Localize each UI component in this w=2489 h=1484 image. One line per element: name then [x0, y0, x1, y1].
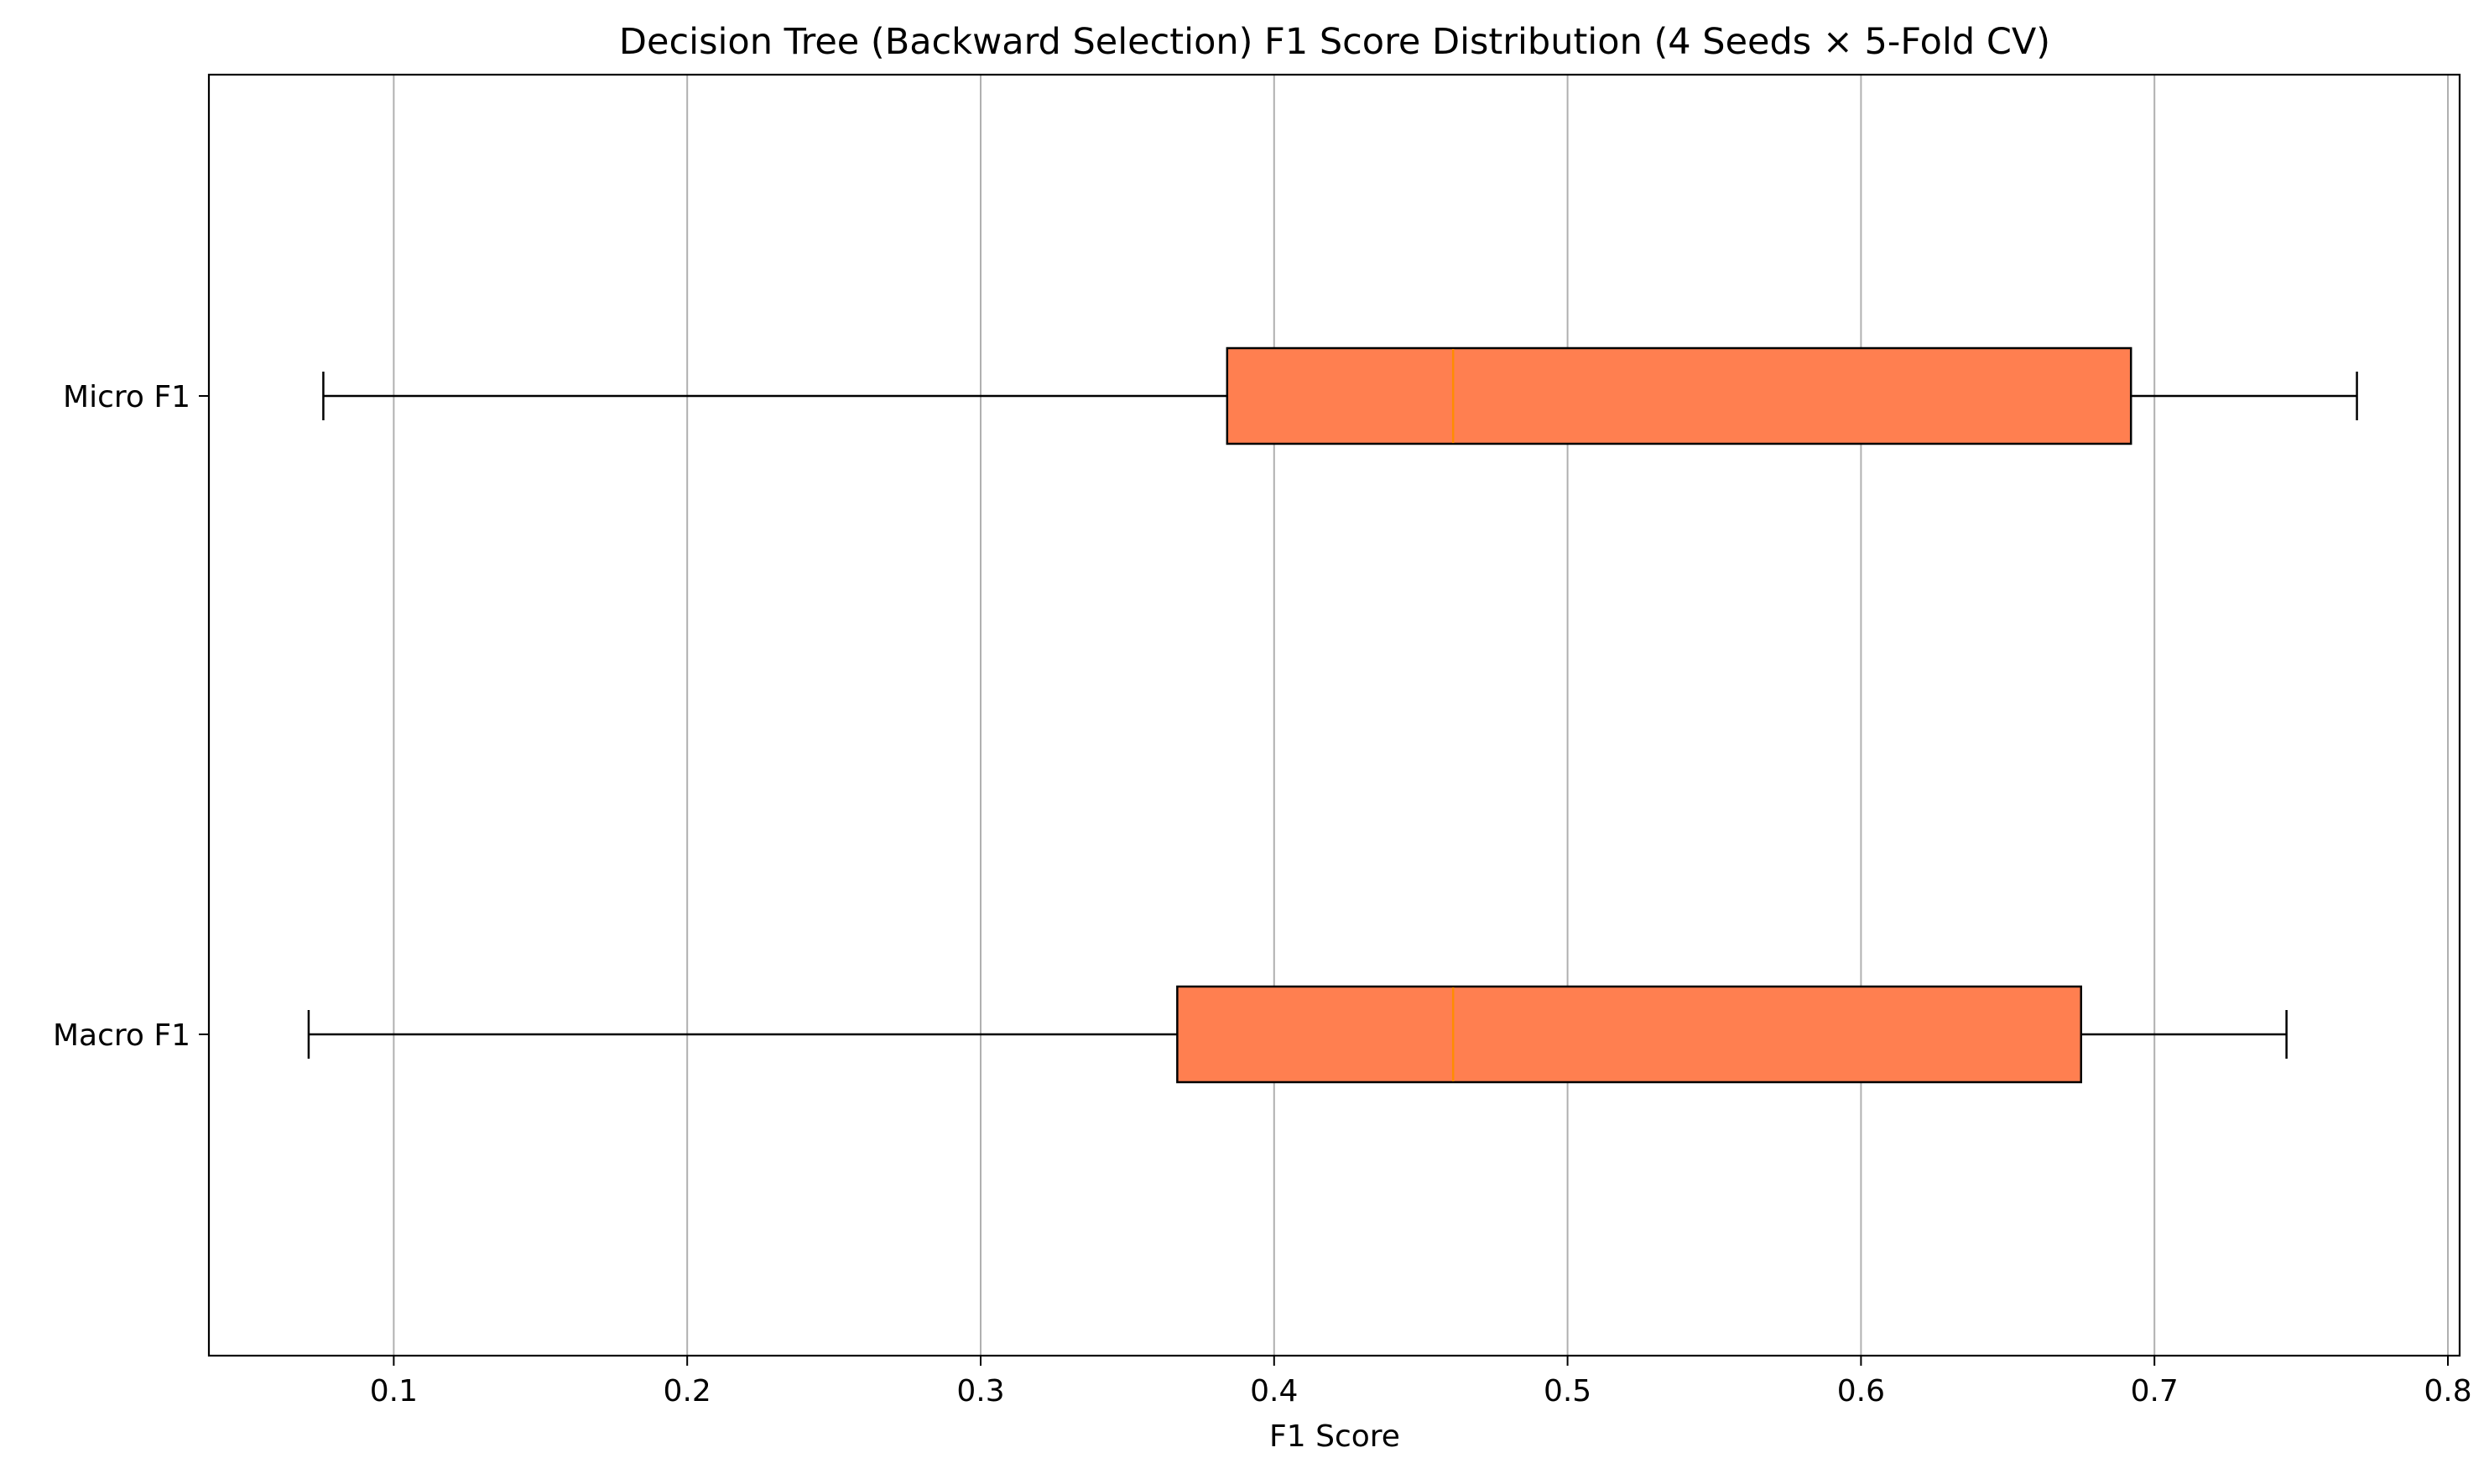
x-axis-ticks: 0.1 0.2 0.3 0.4 0.5 0.6 0.7 0.8 [370, 1356, 2472, 1408]
x-tick-label: 0.4 [1250, 1374, 1298, 1408]
iqr-box [1176, 985, 2083, 1084]
x-tick-label: 0.3 [956, 1374, 1004, 1408]
box-series [307, 346, 2358, 1084]
box-group [307, 985, 2288, 1084]
x-tick-label: 0.8 [2424, 1374, 2471, 1408]
box-group [322, 346, 2358, 445]
x-tick-label: 0.6 [1837, 1374, 1885, 1408]
x-tick-label: 0.2 [664, 1374, 711, 1408]
x-tick-label: 0.5 [1544, 1374, 1591, 1408]
chart-title: Decision Tree (Backward Selection) F1 Sc… [619, 21, 2050, 63]
grid-lines [393, 75, 2450, 1356]
plot-frame [207, 73, 2461, 1357]
y-tick-label: Macro F1 [53, 1018, 190, 1053]
y-axis-ticks: Micro F1 Macro F1 [53, 380, 209, 1053]
iqr-box [1226, 346, 2132, 445]
y-tick-label: Micro F1 [63, 380, 190, 414]
x-axis-title: F1 Score [1269, 1419, 1400, 1454]
x-tick-label: 0.1 [370, 1374, 418, 1408]
x-tick-label: 0.7 [2131, 1374, 2179, 1408]
